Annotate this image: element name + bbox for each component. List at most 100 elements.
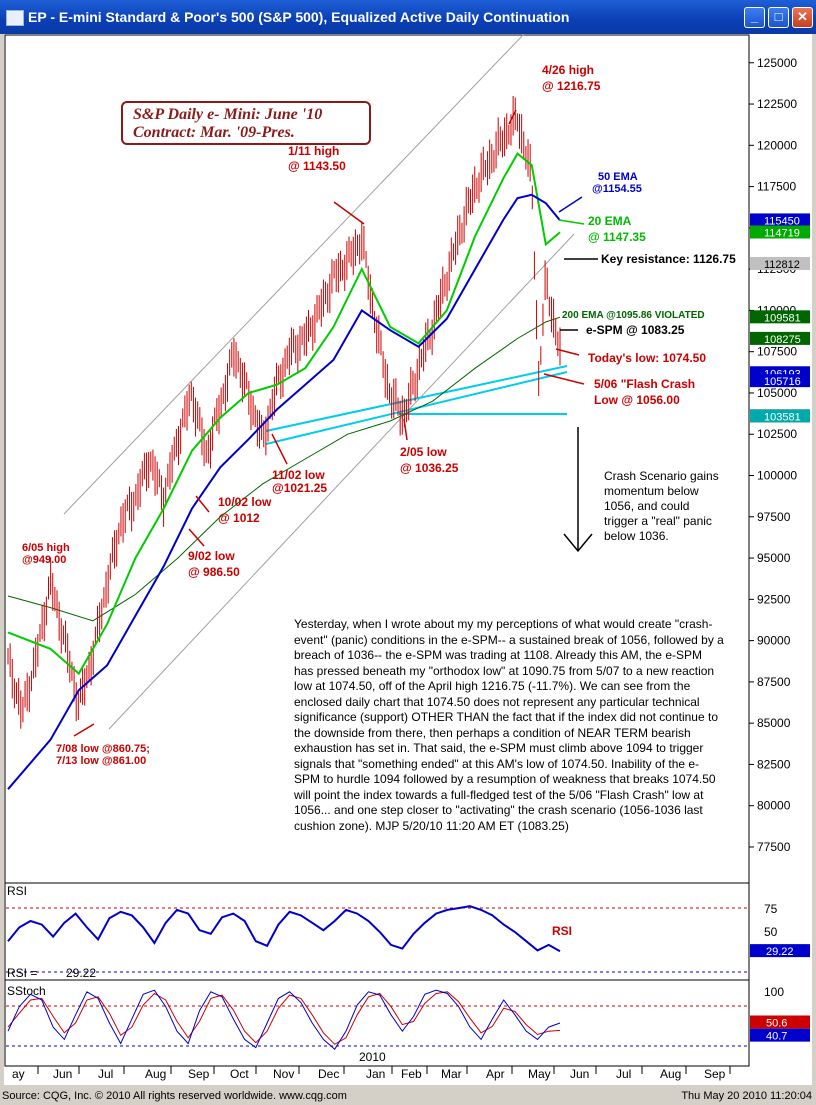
price-label: 115450 (764, 215, 800, 227)
x-tick-label: Apr (486, 1067, 505, 1081)
pointer-ema50 (558, 196, 583, 213)
x-tick-label: Sep (188, 1067, 210, 1081)
note-today-low: Today's low: 1074.50 (588, 351, 706, 365)
note-ema200: 200 EMA @1095.86 VIOLATED (562, 310, 705, 321)
stoch-tick-label: 100 (764, 985, 784, 999)
y-tick-label: 82500 (757, 757, 791, 771)
chart-frame: 77500 80000 82500 85000 87500 90000 92500 95000… (4, 33, 812, 1085)
pointer-ema20 (558, 219, 585, 225)
rsi-side-label: RSI (552, 924, 572, 938)
rsi-panel-border (4, 882, 750, 981)
x-tick-label: Dec (318, 1067, 339, 1081)
note-ema20-line2: @ 1147.35 (588, 230, 646, 244)
close-icon[interactable]: ✕ (792, 7, 813, 28)
y-tick-label: 90000 (757, 634, 791, 648)
rsi-value-label: 29.22 (766, 946, 794, 958)
stoch-k-line (7, 989, 561, 1050)
status-source: Source: CQG, Inc. © 2010 All rights rese… (2, 1090, 347, 1102)
note-nov02-line2: @1021.25 (272, 481, 327, 495)
stoch-k-value-label: 40.7 (766, 1031, 787, 1043)
y-tick-label: 102500 (757, 427, 797, 441)
chart-title-box: S&P Daily e- Mini: June '10 Contract: Ma… (121, 101, 371, 145)
status-bar: Source: CQG, Inc. © 2010 All rights rese… (0, 1087, 816, 1105)
note-ema50-line1: 50 EMA (598, 171, 638, 183)
pointer-flash (543, 373, 585, 385)
x-tick-label: May (528, 1067, 551, 1081)
minimize-icon[interactable]: _ (744, 7, 765, 28)
y-tick-label: 107500 (757, 345, 797, 359)
y-tick-label: 95000 (757, 551, 791, 565)
y-tick-label: 80000 (757, 799, 791, 813)
x-tick-label: Jul (98, 1067, 113, 1081)
x-tick-label: Jul (616, 1067, 631, 1081)
price-label: 108275 (764, 334, 801, 346)
ema20-line (7, 152, 561, 676)
x-tick-label: ay (12, 1067, 25, 1081)
year-label: 2010 (359, 1050, 386, 1064)
price-label-box (750, 213, 810, 227)
pointer-jul08 (73, 723, 95, 737)
stoch-d-value-box (750, 1015, 810, 1029)
stoch-k-value-box (750, 1028, 810, 1042)
x-tick-label: Jan (366, 1067, 385, 1081)
note-jan11-line1: 1/11 high (288, 144, 339, 158)
note-key-resistance: Key resistance: 1126.75 (601, 252, 736, 266)
x-tick-label: Feb (401, 1067, 422, 1081)
x-tick-label: Oct (230, 1067, 249, 1081)
note-jan11-line2: @ 1143.50 (288, 159, 346, 173)
x-tick-label: Nov (273, 1067, 294, 1081)
note-ema20-line1: 20 EMA (588, 214, 632, 228)
rsi-readout-value: 29.22 (66, 966, 96, 980)
y-tick-label: 77500 (757, 840, 791, 854)
ema200-line (7, 316, 561, 622)
note-jul08-line1: 7/08 low @860.75; (56, 743, 150, 755)
note-oct02-line2: @ 1012 (218, 511, 260, 525)
price-label: 109581 (764, 312, 801, 324)
app-icon (6, 10, 24, 26)
note-sep02-line1: 9/02 low (188, 549, 235, 563)
status-datetime: Thu May 20 2010 11:20:04 (681, 1090, 812, 1102)
price-label: 114719 (764, 228, 800, 240)
channel-lower-line (108, 233, 575, 730)
support-line-2 (265, 371, 568, 445)
price-label-box (750, 331, 810, 345)
price-label: 103581 (764, 411, 801, 423)
chart-title-line1: S&P Daily e- Mini: June '10 (133, 106, 323, 123)
note-oct02-line1: 10/02 low (218, 495, 272, 509)
crash-arrow-head (563, 533, 593, 553)
price-label: 112812 (764, 259, 800, 271)
y-tick-label: 92500 (757, 592, 791, 606)
y-tick-label: 125000 (757, 56, 797, 70)
pointer-jan11 (333, 201, 365, 225)
y-tick-label: 87500 (757, 675, 791, 689)
pointer-nov02 (271, 433, 288, 465)
note-jun05-line1: 6/05 high (22, 542, 70, 554)
stoch-d-value-label: 50.6 (766, 1018, 787, 1030)
price-label-box (750, 225, 810, 239)
stoch-panel-border (4, 979, 750, 1067)
x-tick-label: Aug (145, 1067, 166, 1081)
note-flash-line1: 5/06 "Flash Crash (594, 377, 695, 391)
note-feb05-line2: @ 1036.25 (400, 461, 459, 475)
window-titlebar: EP - E-mini Standard & Poor's 500 (S&P 5… (0, 0, 816, 34)
note-jun05-line2: @949.00 (22, 554, 66, 566)
trend-channel (63, 33, 575, 730)
x-tick-label: Jun (53, 1067, 72, 1081)
price-label: 105716 (764, 376, 801, 388)
pointer-today-low (555, 348, 580, 356)
note-apr26-line2: @ 1216.75 (542, 79, 601, 93)
rsi-readout-label: RSI = (7, 966, 37, 980)
y-tick-label: 122500 (757, 97, 797, 111)
stoch-panel-label: SStoch (7, 984, 46, 998)
rsi-value-box (750, 944, 810, 958)
ema50-line (7, 193, 561, 790)
crash-scenario-note: Crash Scenario gains momentum below 1056… (604, 469, 719, 543)
annotation-pointers (73, 109, 585, 737)
y-tick-label: 117500 (757, 180, 796, 194)
maximize-icon[interactable]: □ (768, 7, 789, 28)
y-tick-label: 85000 (757, 716, 791, 730)
price-label-box (750, 256, 810, 270)
note-apr26-line1: 4/26 high (542, 63, 594, 77)
rsi-panel-label: RSI (7, 884, 27, 898)
support-line-1 (265, 365, 568, 432)
